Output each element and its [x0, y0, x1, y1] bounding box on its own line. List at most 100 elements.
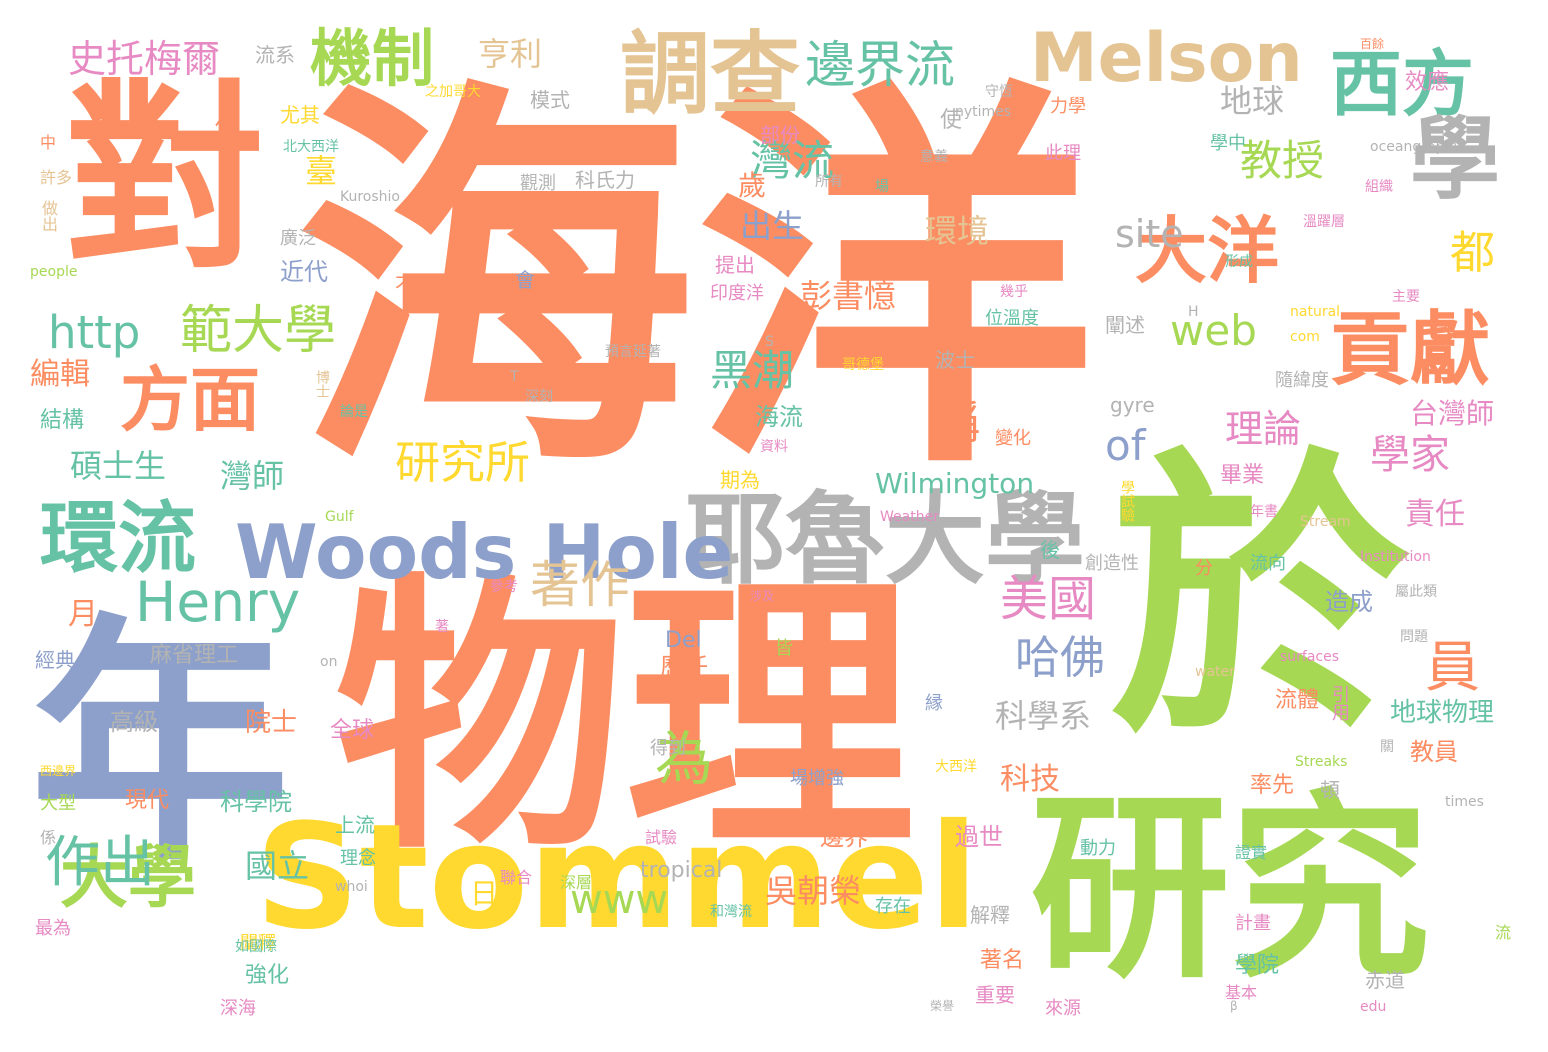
cloud-word: surfaces: [1280, 649, 1340, 665]
cloud-word: 形成: [1225, 254, 1253, 270]
cloud-word: 學家: [1370, 432, 1450, 478]
cloud-word: 近代: [280, 258, 328, 286]
cloud-word: 博士: [314, 370, 330, 398]
cloud-word: 效應: [1405, 70, 1450, 95]
cloud-word: 灣師: [220, 457, 285, 495]
cloud-word: oceangraphic: [1370, 139, 1465, 155]
cloud-word: 著名: [980, 948, 1025, 973]
cloud-word: 引用: [1329, 685, 1350, 721]
cloud-word: 學院: [1235, 953, 1280, 978]
cloud-word: 最為: [35, 918, 71, 939]
cloud-word: 北大西洋: [283, 139, 339, 155]
cloud-word: 編輯: [30, 357, 90, 392]
cloud-word: 全球: [330, 718, 375, 743]
cloud-word: T: [510, 369, 519, 385]
cloud-word: 現代: [125, 788, 170, 813]
cloud-word: 分: [1195, 558, 1213, 579]
cloud-word: 隨緯度: [1275, 370, 1329, 391]
cloud-word: 高級: [110, 708, 158, 736]
cloud-word: 試驗: [645, 828, 678, 847]
cloud-word: Gulf: [325, 509, 354, 525]
cloud-word: 會: [515, 268, 535, 292]
cloud-word: 中: [40, 133, 57, 152]
cloud-word: 理論: [1225, 407, 1302, 451]
cloud-word: 主要: [1392, 289, 1420, 305]
cloud-word: 提出: [715, 253, 755, 277]
cloud-word: 觀測: [520, 173, 556, 194]
cloud-word: 造成: [1325, 588, 1373, 616]
cloud-word: 碩士生: [70, 447, 167, 485]
cloud-word: 涉及: [750, 589, 775, 603]
cloud-word: 亨利: [478, 35, 543, 73]
cloud-word: 學中: [1210, 133, 1246, 154]
cloud-word: 研究所: [395, 436, 531, 489]
cloud-word: 哥德堡: [842, 357, 884, 373]
cloud-word: Stommel: [255, 793, 979, 962]
cloud-word: 存在: [875, 896, 911, 917]
cloud-word: 日: [470, 877, 499, 910]
cloud-word: 廣泛: [280, 228, 316, 249]
cloud-word: Woods Hole: [235, 508, 734, 596]
cloud-word: 彭書憶: [800, 277, 897, 315]
cloud-word: of: [1105, 421, 1146, 470]
cloud-word: www: [570, 877, 669, 923]
cloud-word: 屬此類: [1395, 584, 1437, 600]
cloud-word: 西方: [1330, 42, 1475, 126]
cloud-word: 臺: [305, 152, 338, 190]
cloud-word: on: [320, 654, 338, 670]
cloud-word: 教授: [1240, 136, 1325, 185]
cloud-word: times: [1445, 794, 1484, 810]
cloud-word: 院士: [245, 708, 298, 738]
cloud-word: 強化: [245, 963, 290, 988]
cloud-word: 耶魯大學: [685, 481, 1085, 598]
cloud-word: 皆: [775, 638, 793, 659]
cloud-word: 預言延著: [605, 344, 661, 360]
cloud-word: 上流: [335, 813, 375, 837]
cloud-word: 邊界流: [805, 36, 955, 94]
cloud-word: 率先: [1250, 773, 1295, 798]
cloud-word: 學試驗: [1119, 480, 1135, 522]
cloud-word: 計畫: [1235, 913, 1271, 934]
cloud-word: 榮譽: [930, 999, 955, 1013]
cloud-word: 國立: [245, 847, 310, 885]
cloud-word: 參考: [490, 579, 518, 595]
cloud-word: 赤道: [1365, 968, 1405, 992]
cloud-word: 美國: [1000, 571, 1097, 627]
cloud-word: 科氏力: [575, 168, 635, 192]
cloud-word: 百餘: [1360, 37, 1385, 51]
cloud-word: 對: [65, 63, 266, 296]
cloud-word: 吳朝榮: [765, 872, 862, 910]
cloud-word: 責任: [1405, 497, 1465, 532]
cloud-word: 證實: [1235, 843, 1268, 862]
cloud-word: 物理: [335, 551, 915, 888]
cloud-word: 月: [68, 597, 98, 632]
cloud-word: 台灣師: [1410, 397, 1495, 430]
cloud-word: 麻省理工: [150, 643, 239, 668]
cloud-word: natural: [1290, 304, 1341, 320]
cloud-word: 貢獻: [1330, 303, 1490, 396]
cloud-word: 邊界: [820, 823, 868, 851]
cloud-word: 深刻: [525, 389, 553, 405]
cloud-word: Weather: [880, 509, 939, 525]
cloud-word: 資料: [760, 439, 788, 455]
cloud-word: 係: [40, 828, 57, 847]
cloud-word: people: [30, 264, 78, 280]
cloud-word: tropical: [640, 858, 723, 883]
cloud-word: 如國際: [235, 939, 277, 955]
cloud-word: 科學院: [220, 788, 292, 816]
cloud-word: 闡述: [1105, 313, 1145, 337]
cloud-word: 教員: [1410, 738, 1458, 766]
cloud-word: 流: [1495, 923, 1512, 942]
cloud-word: 解釋: [970, 903, 1010, 927]
cloud-word: 年: [30, 594, 290, 896]
cloud-word: 幾乎: [1000, 284, 1028, 300]
cloud-word: http: [48, 306, 141, 359]
cloud-word: 印度洋: [710, 283, 764, 304]
cloud-word: 論是: [340, 404, 368, 420]
cloud-word: web: [1170, 306, 1257, 355]
cloud-word: 守恆: [985, 84, 1013, 100]
cloud-word: gyre: [1110, 393, 1155, 417]
cloud-word: 出生: [740, 207, 805, 245]
cloud-word: water: [1195, 664, 1235, 680]
cloud-word: 地球: [1220, 82, 1285, 120]
